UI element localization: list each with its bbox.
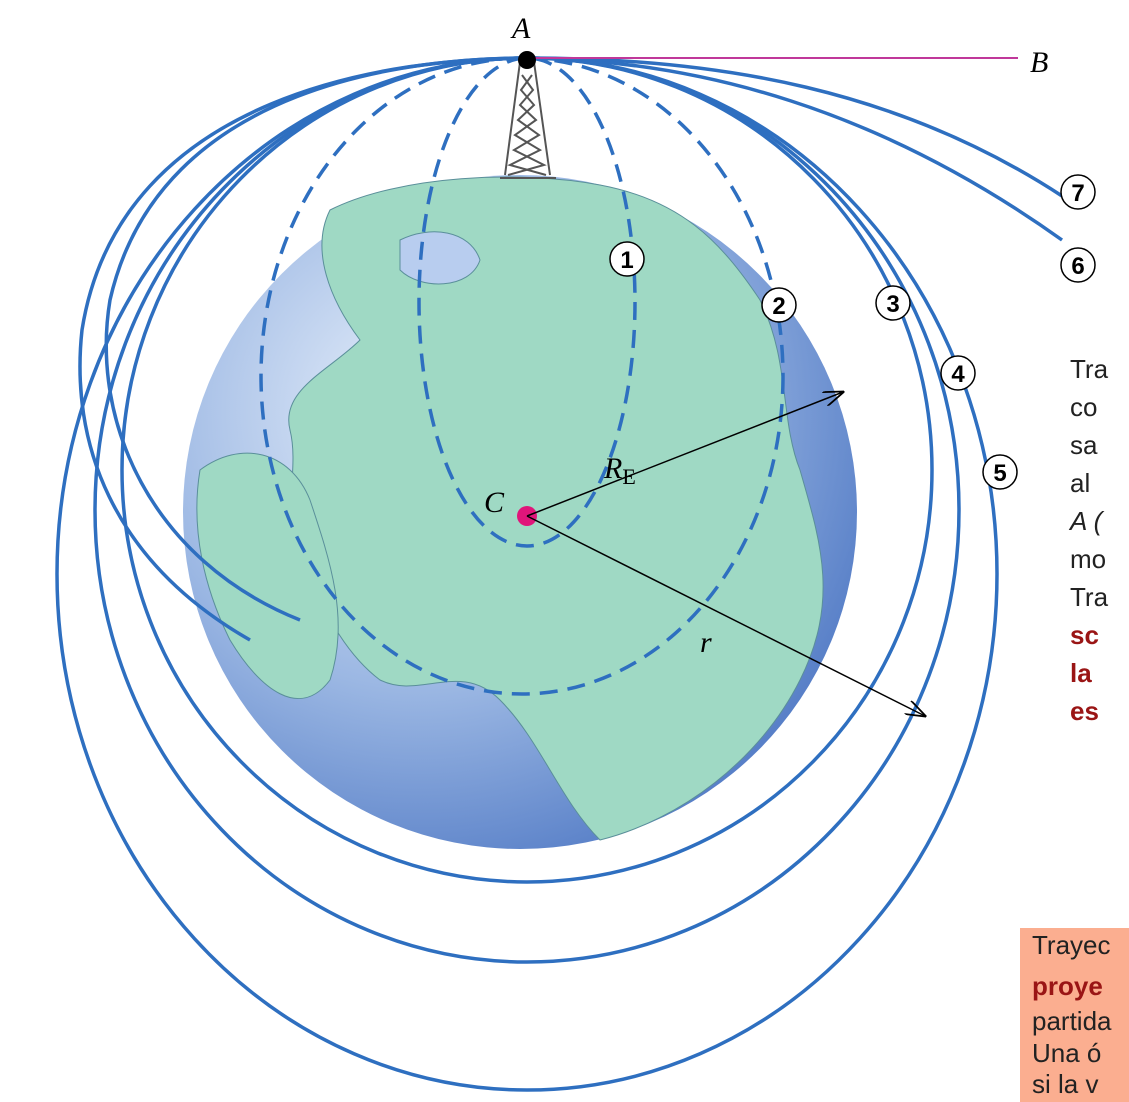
- note-text: Trayec proye partida Una ó si la v: [1032, 930, 1112, 1099]
- side-line: Tra: [1070, 354, 1109, 384]
- radius-symbol: R: [603, 452, 622, 485]
- label-radius: RE: [603, 452, 636, 489]
- point-a: [518, 51, 536, 69]
- note-box: [1020, 928, 1129, 1102]
- label-b: B: [1030, 46, 1048, 79]
- side-line: mo: [1070, 544, 1106, 574]
- tower: [500, 61, 556, 179]
- label-c: C: [484, 486, 505, 519]
- side-line: al: [1070, 468, 1090, 498]
- orbit-badge: [761, 287, 797, 323]
- radius-subscript: E: [622, 464, 635, 489]
- note-line: partida: [1032, 1006, 1112, 1036]
- orbit-label: 7: [1071, 180, 1084, 207]
- orbit-badge: [609, 241, 645, 277]
- note-line: proye: [1032, 971, 1103, 1001]
- orbit-labels: 1 2 3 4 5 6 7: [609, 174, 1096, 490]
- distance-arrow: [526, 515, 925, 716]
- orbit-label: 6: [1071, 253, 1084, 280]
- note-line: Una ó: [1032, 1038, 1101, 1068]
- dashed-orbits: [259, 56, 785, 696]
- side-line: A (: [1068, 506, 1105, 536]
- note-line: Trayec: [1032, 930, 1111, 960]
- label-a: A: [510, 12, 531, 45]
- orbit-label: 2: [772, 293, 785, 320]
- side-line: es: [1070, 696, 1099, 726]
- side-line: sa: [1070, 430, 1098, 460]
- side-text: Tra co sa al A ( mo Tra sc la es: [1068, 354, 1109, 726]
- label-distance: r: [700, 626, 712, 659]
- radius-arrow: [526, 392, 843, 517]
- note-line: si la v: [1032, 1069, 1098, 1099]
- orbit-label: 4: [951, 361, 965, 388]
- orbit-label: 3: [886, 291, 899, 318]
- orbit-label: 5: [993, 460, 1006, 487]
- continents: [196, 176, 824, 841]
- side-line: sc: [1070, 620, 1099, 650]
- orbit-badge: [875, 285, 911, 321]
- side-line: co: [1070, 392, 1097, 422]
- side-line: la: [1070, 658, 1092, 688]
- orbit-badge: [982, 454, 1018, 490]
- orbit-badge: [1060, 174, 1096, 210]
- side-line: Tra: [1070, 582, 1109, 612]
- orbit-badge: [1060, 247, 1096, 283]
- orbit-label: 1: [620, 247, 633, 274]
- orbit-badge: [940, 355, 976, 391]
